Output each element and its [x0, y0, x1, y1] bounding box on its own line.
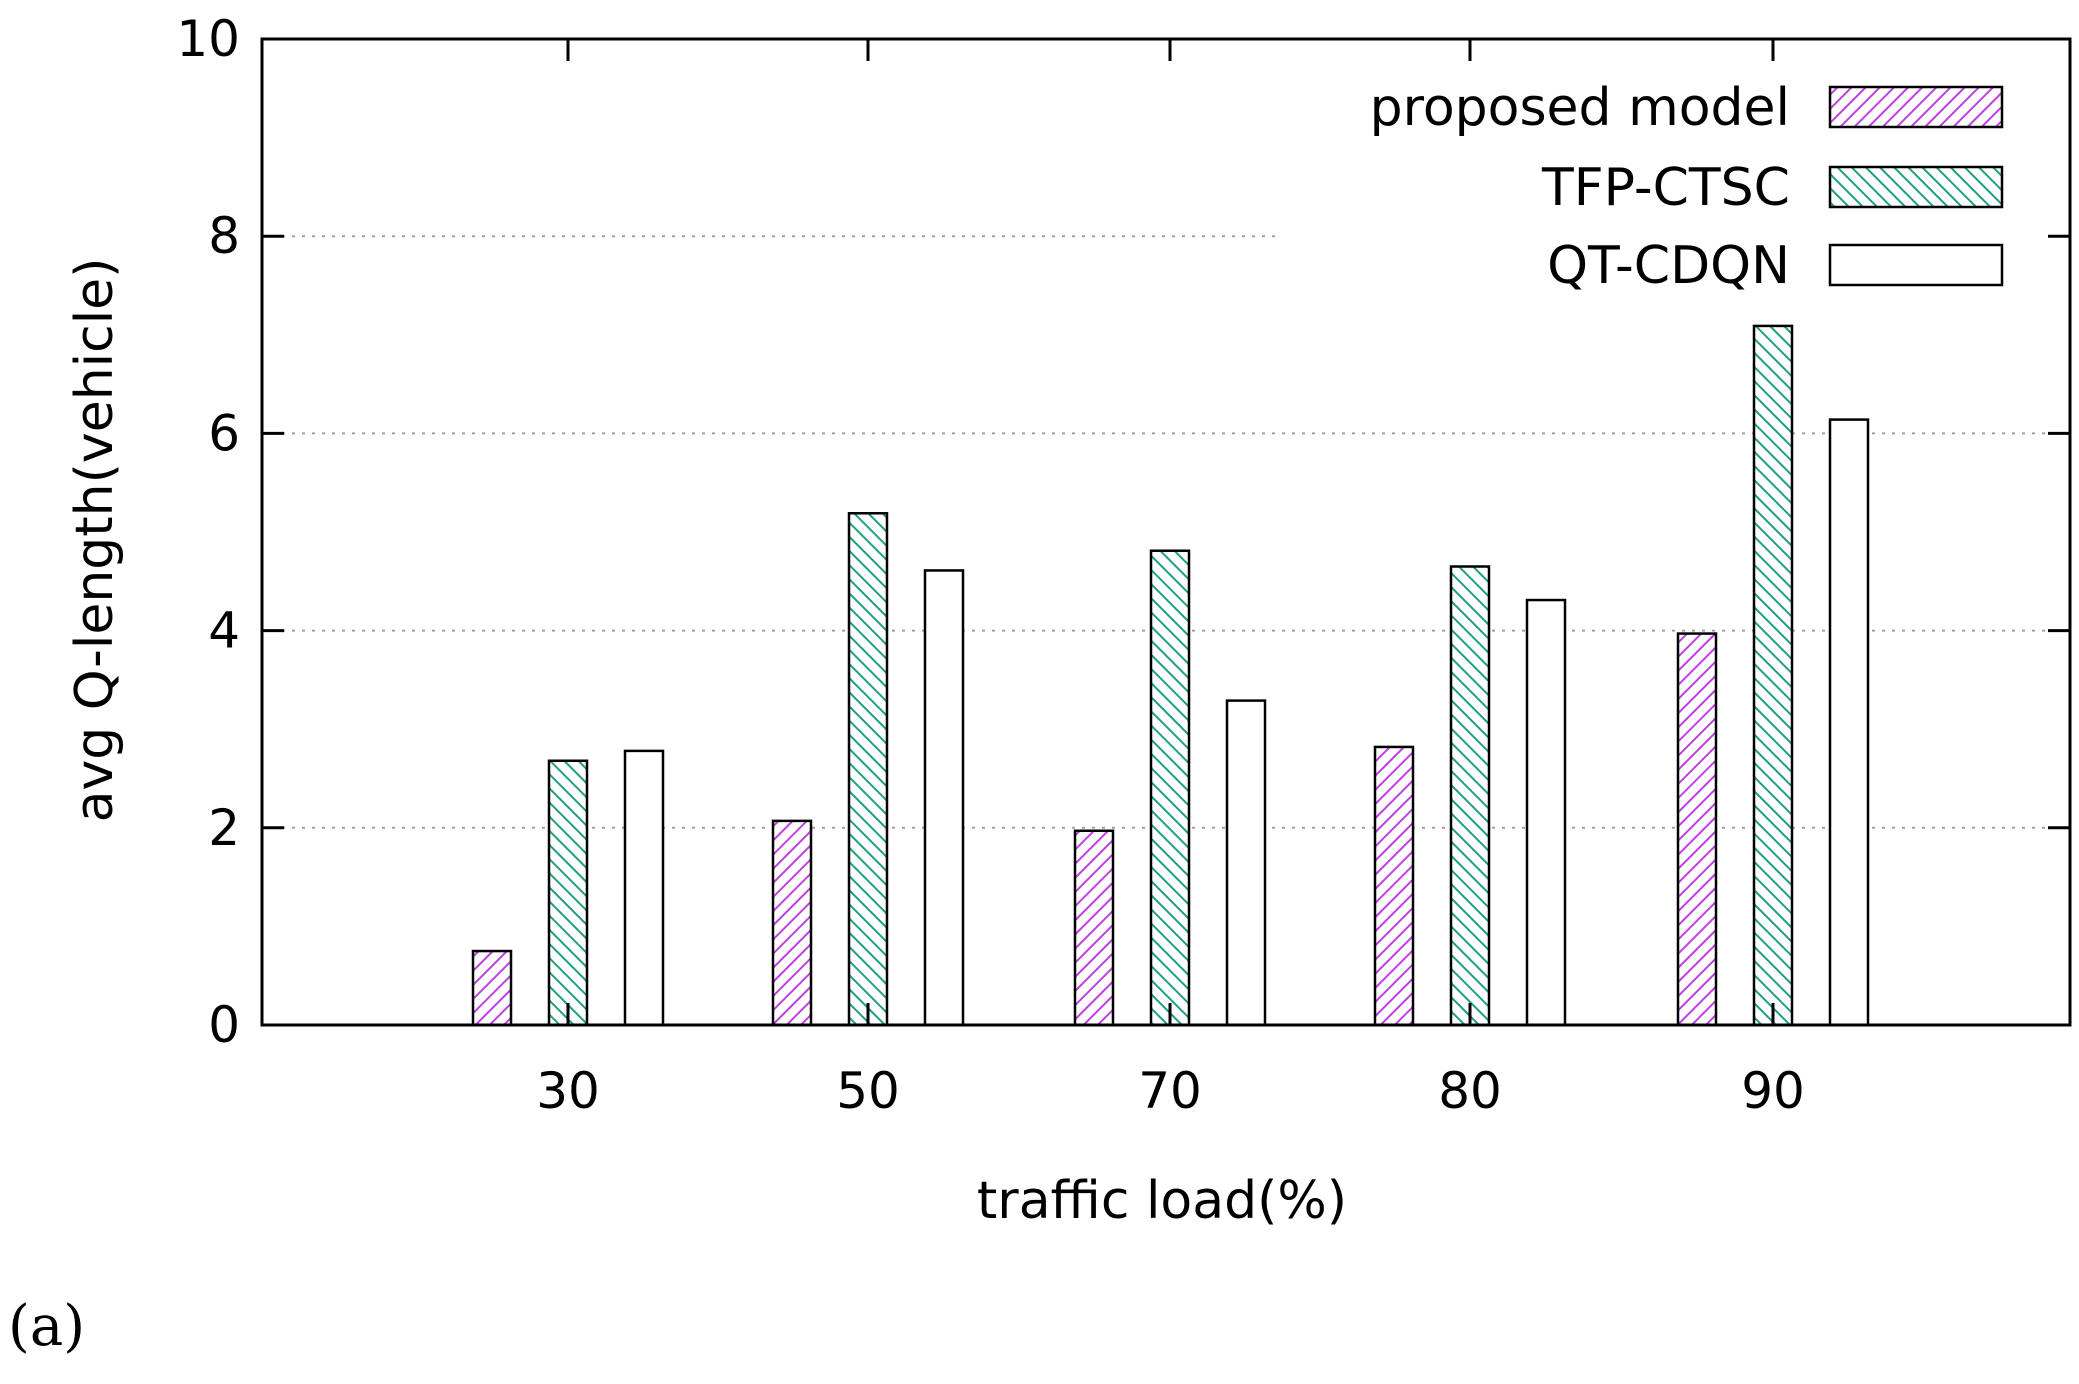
axis-ticks [262, 37, 2070, 1027]
x-tick-label: 30 [536, 1062, 600, 1120]
y-tick-label: 8 [208, 207, 240, 265]
legend-label: TFP-CTSC [1541, 158, 1790, 218]
tick-labels: 0 2 4 6 8 10 30 50 70 80 90 [176, 10, 1804, 1120]
bar-proposed-model-30 [471, 949, 513, 1027]
bar-qt-cdqn-30 [623, 749, 665, 1027]
bar-tfp-ctsc-70 [1149, 549, 1191, 1027]
legend-label: proposed model [1370, 78, 1790, 138]
legend-label: QT-CDQN [1547, 236, 1790, 296]
y-tick-label: 0 [208, 996, 240, 1054]
bar-proposed-model-80 [1373, 745, 1415, 1027]
bar-qt-cdqn-50 [923, 569, 965, 1027]
bar-tfp-ctsc-90 [1752, 324, 1794, 1027]
x-tick-label: 50 [836, 1062, 900, 1120]
x-tick-label: 90 [1741, 1062, 1805, 1120]
bar-tfp-ctsc-80 [1449, 565, 1491, 1027]
legend-swatch [1828, 165, 2004, 209]
x-tick-label: 80 [1438, 1062, 1502, 1120]
panel-label: (a) [8, 1294, 85, 1359]
legend-swatch [1828, 243, 2004, 287]
bar-tfp-ctsc-30 [547, 759, 589, 1027]
bar-proposed-model-50 [771, 819, 813, 1027]
x-tick-label: 70 [1138, 1062, 1202, 1120]
y-tick-label: 6 [208, 404, 240, 462]
bar-qt-cdqn-90 [1828, 418, 1870, 1027]
y-axis-title: avg Q-length(vehicle) [65, 258, 125, 823]
bar-qt-cdqn-80 [1525, 598, 1567, 1027]
y-tick-label: 10 [176, 10, 240, 68]
legend: proposed model TFP-CTSC QT-CDQN [1370, 78, 2004, 296]
bar-proposed-model-90 [1676, 632, 1718, 1027]
bars [471, 324, 1870, 1027]
bar-qt-cdqn-70 [1225, 699, 1267, 1027]
legend-swatch [1828, 85, 2004, 129]
y-tick-label: 4 [208, 602, 240, 660]
x-axis-title: traffic load(%) [977, 1171, 1347, 1231]
bar-tfp-ctsc-50 [847, 512, 889, 1027]
y-tick-label: 2 [208, 799, 240, 857]
plot-frame [260, 37, 2072, 1027]
bar-proposed-model-70 [1073, 829, 1115, 1027]
